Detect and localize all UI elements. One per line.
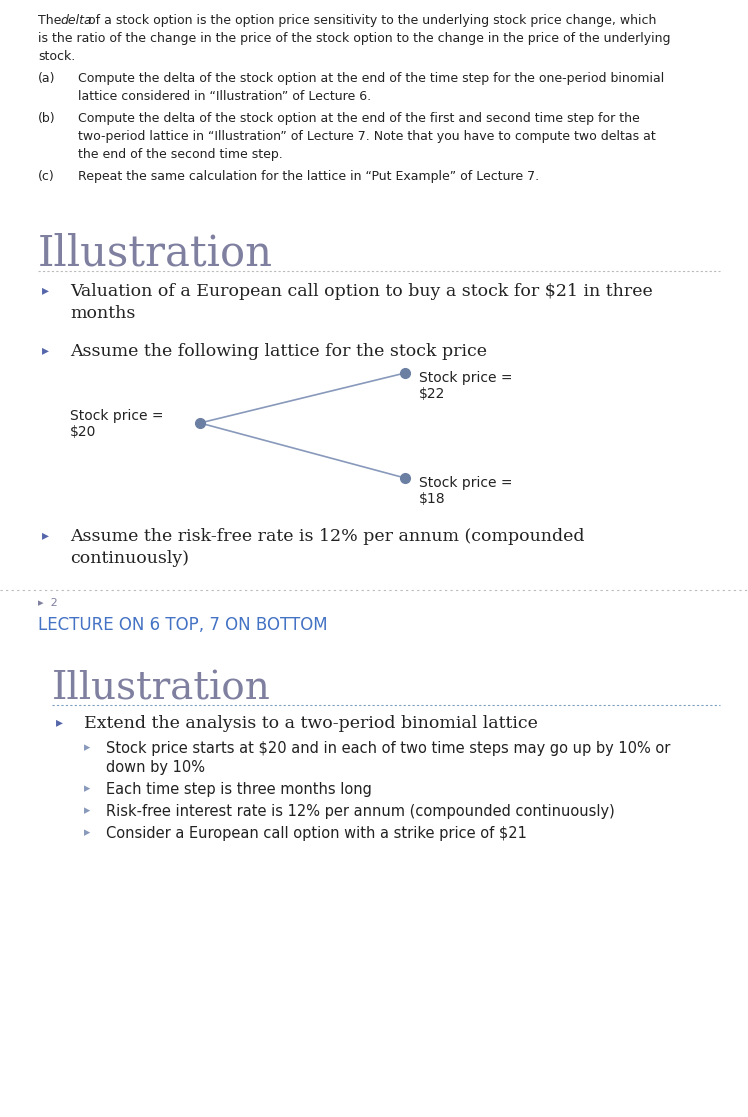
Text: Assume the risk-free rate is 12% per annum (compounded: Assume the risk-free rate is 12% per ann… xyxy=(70,528,584,545)
Text: of a stock option is the option price sensitivity to the underlying stock price : of a stock option is the option price se… xyxy=(84,15,657,27)
Text: Assume the following lattice for the stock price: Assume the following lattice for the sto… xyxy=(70,343,487,360)
Text: $22: $22 xyxy=(419,386,445,401)
Text: The: The xyxy=(38,15,65,27)
Text: $20: $20 xyxy=(70,424,96,439)
Text: Each time step is three months long: Each time step is three months long xyxy=(106,782,372,798)
Text: Stock price =: Stock price = xyxy=(419,371,512,385)
Text: ▸: ▸ xyxy=(42,528,49,542)
Text: Risk-free interest rate is 12% per annum (compounded continuously): Risk-free interest rate is 12% per annum… xyxy=(106,804,615,819)
Text: ▸: ▸ xyxy=(56,715,63,729)
Text: the end of the second time step.: the end of the second time step. xyxy=(78,147,283,161)
Text: ▸: ▸ xyxy=(42,283,49,297)
Text: $18: $18 xyxy=(419,491,446,506)
Text: Compute the delta of the stock option at the end of the first and second time st: Compute the delta of the stock option at… xyxy=(78,112,640,125)
Text: Compute the delta of the stock option at the end of the time step for the one-pe: Compute the delta of the stock option at… xyxy=(78,71,664,85)
Text: stock.: stock. xyxy=(38,50,76,63)
Text: Extend the analysis to a two-period binomial lattice: Extend the analysis to a two-period bino… xyxy=(84,715,538,732)
Text: LECTURE ON 6 TOP, 7 ON BOTTOM: LECTURE ON 6 TOP, 7 ON BOTTOM xyxy=(38,615,328,634)
Text: months: months xyxy=(70,305,135,322)
Text: Illustration: Illustration xyxy=(38,233,273,275)
Text: Valuation of a European call option to buy a stock for $21 in three: Valuation of a European call option to b… xyxy=(70,283,653,300)
Text: Stock price =: Stock price = xyxy=(70,409,164,423)
Text: ▸: ▸ xyxy=(84,782,91,795)
Text: Illustration: Illustration xyxy=(52,671,271,708)
Text: down by 10%: down by 10% xyxy=(106,760,205,775)
Text: ▸: ▸ xyxy=(42,343,49,357)
Text: ▸: ▸ xyxy=(84,741,91,754)
Text: is the ratio of the change in the price of the stock option to the change in the: is the ratio of the change in the price … xyxy=(38,32,670,45)
Text: Consider a European call option with a strike price of $21: Consider a European call option with a s… xyxy=(106,825,527,841)
Text: ▸  2: ▸ 2 xyxy=(38,598,58,608)
Text: ▸: ▸ xyxy=(84,825,91,839)
Text: ▸: ▸ xyxy=(84,804,91,817)
Text: (a): (a) xyxy=(38,71,55,85)
Text: two-period lattice in “Illustration” of Lecture 7. Note that you have to compute: two-period lattice in “Illustration” of … xyxy=(78,130,656,143)
Text: delta: delta xyxy=(60,15,91,27)
Text: Stock price starts at $20 and in each of two time steps may go up by 10% or: Stock price starts at $20 and in each of… xyxy=(106,741,670,756)
Text: (c): (c) xyxy=(38,170,55,183)
Text: continuously): continuously) xyxy=(70,550,189,567)
Text: lattice considered in “Illustration” of Lecture 6.: lattice considered in “Illustration” of … xyxy=(78,90,371,103)
Text: Stock price =: Stock price = xyxy=(419,476,512,490)
Text: Repeat the same calculation for the lattice in “Put Example” of Lecture 7.: Repeat the same calculation for the latt… xyxy=(78,170,539,183)
Text: (b): (b) xyxy=(38,112,55,125)
